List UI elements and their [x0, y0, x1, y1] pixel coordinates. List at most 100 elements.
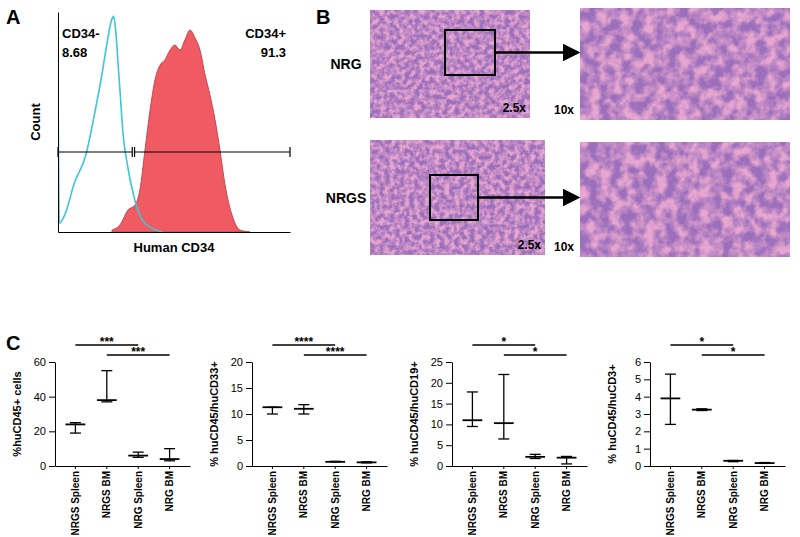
- median: [97, 399, 117, 401]
- median: [755, 462, 775, 464]
- panel-label: B: [316, 6, 330, 28]
- x-axis-tick-mark: [366, 466, 367, 469]
- y-axis-tick-label: 60: [34, 356, 46, 368]
- whisker-cap-max: [665, 373, 676, 374]
- x-axis-tick: NRG Spleen: [728, 466, 739, 529]
- y-axis-tick: 25: [431, 356, 452, 368]
- y-axis-tick-mark: [49, 362, 55, 363]
- y-axis-tick-label: 2: [635, 425, 641, 437]
- x-axis-tick-mark: [764, 466, 765, 469]
- x-axis-tick: NRGS BM: [696, 466, 707, 518]
- median: [128, 455, 148, 457]
- x-axis-line: [59, 232, 291, 233]
- median: [463, 419, 483, 421]
- y-axis-title: % huCD45/huCD3+: [606, 364, 618, 463]
- whisker: [272, 407, 273, 414]
- y-axis-tick-label: 25: [431, 356, 443, 368]
- y-axis-tick-mark: [446, 424, 452, 425]
- histogram-area: [112, 30, 250, 232]
- magnification: 10x: [554, 103, 574, 117]
- y-axis-tick-mark: [246, 440, 252, 441]
- histogram-line: [58, 16, 162, 232]
- y-axis-tick: 15: [431, 398, 452, 410]
- x-axis-tick-mark: [335, 466, 336, 469]
- median: [494, 422, 514, 424]
- y-axis-tick-label: 0: [237, 460, 243, 472]
- y-axis-line: [252, 363, 253, 467]
- tissue-base: [580, 8, 790, 120]
- plot-marks: [58, 16, 250, 232]
- whisker-cap-max: [70, 422, 81, 423]
- y-axis-tick-label: 20: [34, 425, 46, 437]
- y-axis-tick-mark: [246, 414, 252, 415]
- x-axis-tick: NRGS Spleen: [665, 466, 676, 535]
- panel-label: A: [6, 6, 20, 28]
- x-axis-tick-mark: [503, 466, 504, 469]
- x-axis: [59, 232, 291, 233]
- median: [723, 460, 743, 462]
- zoom-arrow: [495, 51, 577, 54]
- y-axis-tick-label: 3: [635, 408, 641, 420]
- gate-end: [134, 147, 135, 157]
- median: [66, 423, 86, 425]
- whisker-cap-min: [530, 458, 541, 459]
- x-axis-tick-mark: [272, 466, 273, 469]
- gate-name: CD34+: [245, 26, 286, 41]
- x-axis-tick: NRGS Spleen: [467, 466, 478, 535]
- y-axis-tick: 10: [431, 418, 452, 430]
- whisker-cap-min: [101, 401, 112, 402]
- x-axis-tick-mark: [472, 466, 473, 469]
- y-axis-tick: 10: [231, 408, 252, 420]
- range-chart: C0204060NRGS SpleenNRGS BMNRG SpleenNRG …: [6, 332, 191, 535]
- whisker-cap-min: [70, 432, 81, 433]
- median: [692, 409, 712, 411]
- whisker: [472, 392, 473, 427]
- whisker-cap-min: [561, 463, 572, 464]
- significance-label: *: [731, 345, 736, 359]
- y-axis-tick-mark: [644, 414, 650, 415]
- y-axis-title: % huCD45/huCD33+: [208, 361, 220, 466]
- x-axis-tick-label: NRGS Spleen: [467, 471, 478, 535]
- x-axis: NRGS SpleenNRGS BMNRG SpleenNRG BM: [453, 466, 588, 535]
- range-chart: 0123456NRGS SpleenNRGS BMNRG SpleenNRG B…: [606, 335, 786, 535]
- histology-row: NRGS2.5x10x: [326, 140, 790, 257]
- y-axis-tick-mark: [644, 449, 650, 450]
- y-axis-tick-mark: [446, 445, 452, 446]
- x-axis-tick-label: NRGS BM: [101, 471, 112, 518]
- gate: [58, 147, 132, 157]
- tissue-base: [370, 10, 530, 118]
- row-label: NRGS: [326, 190, 366, 206]
- y-axis-tick-mark: [49, 466, 55, 467]
- gate-name: CD34-: [62, 26, 100, 41]
- gate-end: [57, 147, 58, 157]
- plot-marks: [263, 405, 377, 463]
- y-axis-tick-label: 0: [437, 460, 443, 472]
- y-axis-tick-mark: [446, 466, 452, 467]
- y-axis-tick-label: 15: [431, 398, 443, 410]
- x-axis-tick-label: NRG Spleen: [728, 471, 739, 529]
- x-axis-tick-mark: [303, 466, 304, 469]
- panel-a: AHuman CD34CountCD34-8.68CD34+91.3: [6, 6, 291, 255]
- x-axis-tick: NRGS BM: [101, 466, 112, 518]
- y-axis-tick-mark: [446, 404, 452, 405]
- x-axis-tick-label: NRGS BM: [498, 471, 509, 518]
- y-axis-tick: 20: [34, 425, 55, 437]
- y-axis-tick: 4: [635, 391, 650, 403]
- y-axis-tick-label: 10: [431, 418, 443, 430]
- x-axis-tick-label: NRGS BM: [298, 471, 309, 518]
- x-axis-tick-label: NRGS Spleen: [267, 471, 278, 535]
- y-axis-tick-mark: [644, 397, 650, 398]
- x-axis-tick-mark: [535, 466, 536, 469]
- x-axis-tick-mark: [701, 466, 702, 469]
- significance-label: *: [699, 335, 704, 349]
- x-axis-tick-label: NRG Spleen: [330, 471, 341, 529]
- gate-percent: 91.3: [261, 45, 286, 60]
- significance-label: *: [533, 345, 538, 359]
- magnification: 10x: [554, 240, 574, 254]
- x-axis-tick: NRG Spleen: [330, 466, 341, 529]
- y-axis-tick-label: 4: [635, 391, 641, 403]
- x-axis-tick-label: NRGS Spleen: [70, 471, 81, 535]
- x-axis-tick: NRG BM: [759, 466, 770, 512]
- plot-marks: [661, 374, 775, 463]
- y-axis-tick: 0: [437, 460, 452, 472]
